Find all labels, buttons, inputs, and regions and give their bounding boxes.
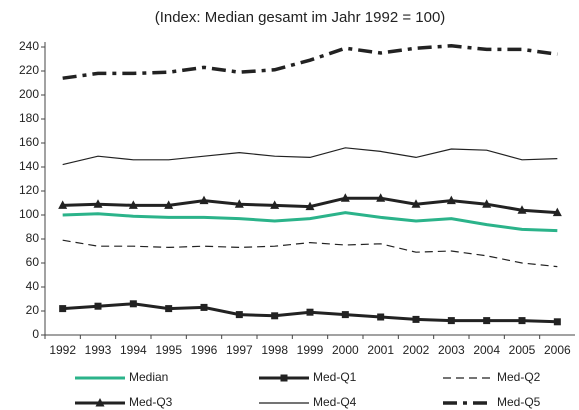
marker — [165, 305, 173, 313]
marker — [305, 201, 315, 211]
marker — [340, 193, 350, 202]
x-tick-label: 2000 — [332, 343, 359, 357]
y-tick-label: 0 — [32, 327, 39, 341]
marker — [412, 315, 420, 323]
marker — [93, 199, 103, 208]
y-tick-label: 180 — [19, 111, 39, 125]
marker — [377, 313, 385, 321]
marker — [483, 317, 491, 325]
x-tick-label: 1999 — [297, 343, 324, 357]
series-line — [62, 239, 558, 268]
marker — [553, 318, 561, 326]
marker — [94, 302, 102, 310]
x-tick-label: 2001 — [367, 343, 394, 357]
y-tick-label: 100 — [19, 207, 39, 221]
x-tick-label: 1993 — [85, 343, 112, 357]
marker — [95, 398, 105, 407]
marker — [270, 200, 280, 209]
marker — [306, 308, 314, 316]
y-tick-label: 200 — [19, 87, 39, 101]
x-tick-label: 1998 — [261, 343, 288, 357]
marker — [552, 207, 562, 217]
legend-label: Med-Q4 — [313, 395, 357, 409]
legend-label: Med-Q2 — [497, 370, 541, 384]
x-tick-label: 2002 — [403, 343, 430, 357]
marker — [200, 303, 208, 311]
y-tick-label: 160 — [19, 135, 39, 149]
marker — [129, 300, 137, 308]
legend-label: Med-Q1 — [313, 370, 357, 384]
marker — [271, 312, 279, 320]
marker — [482, 199, 492, 208]
x-tick-label: 2003 — [438, 343, 465, 357]
marker — [59, 305, 67, 313]
marker — [58, 200, 68, 209]
y-tick-label: 140 — [19, 159, 39, 173]
x-tick-label: 1997 — [226, 343, 253, 357]
marker — [518, 317, 526, 325]
series-line — [62, 147, 558, 166]
y-tick-label: 40 — [26, 279, 40, 293]
x-tick-label: 1992 — [49, 343, 76, 357]
marker — [128, 200, 138, 209]
marker — [199, 195, 209, 205]
marker — [235, 311, 243, 319]
y-tick-label: 220 — [19, 63, 39, 77]
y-tick-label: 120 — [19, 183, 39, 197]
marker — [341, 311, 349, 319]
legend-label: Median — [129, 370, 168, 384]
x-tick-label: 1994 — [120, 343, 147, 357]
marker — [280, 374, 288, 382]
x-tick-label: 2006 — [544, 343, 571, 357]
marker — [517, 205, 527, 214]
marker — [234, 199, 244, 208]
y-tick-label: 60 — [26, 255, 40, 269]
marker — [446, 195, 456, 205]
x-tick-label: 1995 — [155, 343, 182, 357]
chart-title: (Index: Median gesamt im Jahr 1992 = 100… — [155, 9, 446, 26]
x-tick-label: 2004 — [473, 343, 500, 357]
legend-label: Med-Q3 — [129, 395, 173, 409]
legend-label: Med-Q5 — [497, 395, 541, 409]
marker — [376, 193, 386, 202]
x-tick-label: 1996 — [191, 343, 218, 357]
marker — [411, 199, 421, 208]
series-line — [62, 44, 558, 80]
series-line — [62, 211, 558, 233]
y-tick-label: 80 — [26, 231, 40, 245]
x-tick-label: 2005 — [509, 343, 536, 357]
marker — [447, 317, 455, 325]
y-tick-label: 20 — [26, 303, 40, 317]
marker — [164, 200, 174, 209]
y-tick-label: 240 — [19, 39, 39, 53]
